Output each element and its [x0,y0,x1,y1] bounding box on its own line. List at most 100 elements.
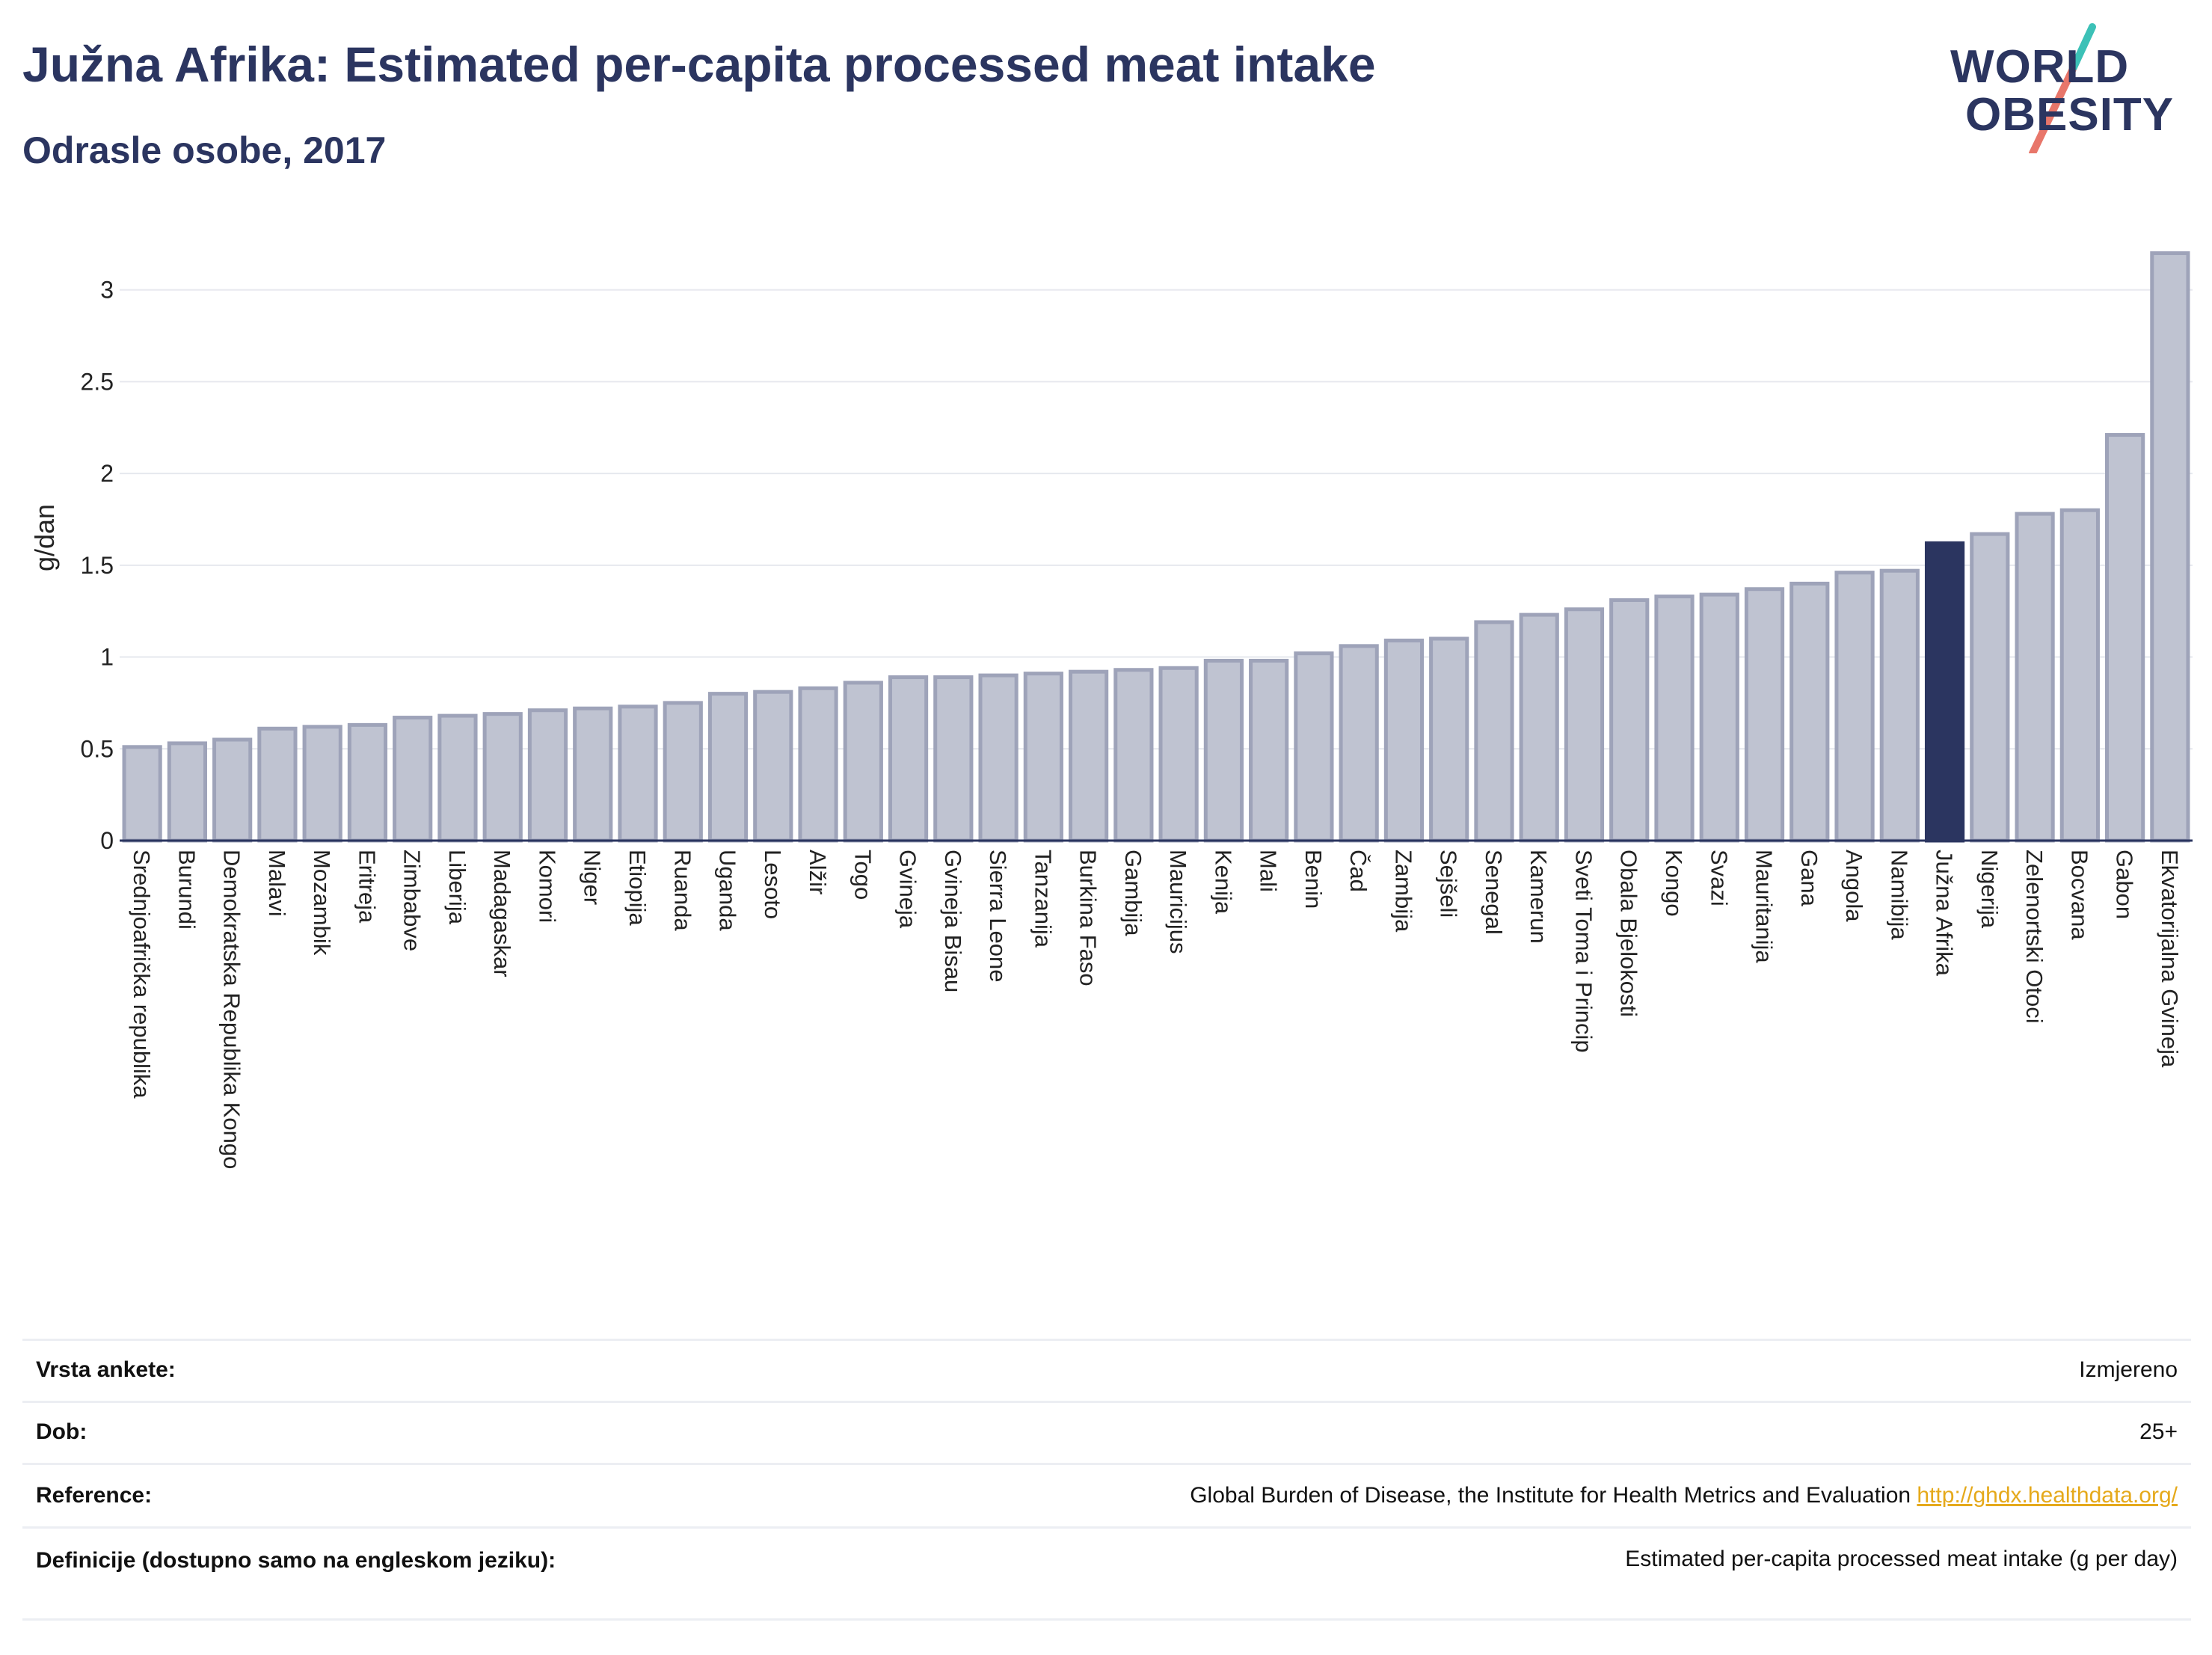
bar [1249,658,1289,843]
x-tick-label: Mali [1256,850,1282,892]
logo-text-obesity: OBESITY [1965,89,2175,141]
bar [707,692,749,843]
bar [1294,651,1334,843]
x-tick-label: Namibija [1886,850,1912,940]
x-tick-label: Togo [850,850,876,900]
bar [978,673,1019,843]
x-tick-label: Bocvana [2066,850,2092,940]
bar [798,686,838,843]
x-tick-label: Etiopija [624,850,651,926]
meta-key: Reference: [36,1483,153,1508]
bar [212,737,253,843]
x-tick-label: Ruanda [669,850,695,931]
x-tick-label: Malavi [264,850,290,917]
meta-value: Estimated per-capita processed meat inta… [1625,1547,2178,1571]
x-tick-label: Sierra Leone [985,850,1011,983]
bar [1789,581,1830,843]
meta-key: Vrsta ankete: [36,1357,176,1382]
bar [1654,595,1695,843]
bar [843,681,883,843]
x-tick-label: Burundi [173,850,200,930]
bar [302,725,342,843]
x-tick-label: Nigerija [1976,850,2003,929]
x-tick-label: Zambija [1390,850,1416,933]
y-tick-label: 2.5 [81,368,114,395]
meta-value: Izmjereno [2079,1357,2178,1382]
bar [347,722,388,843]
logo-text-world: WORLD [1950,41,2130,93]
x-tick-label: Mauricijus [1165,850,1191,954]
bar [393,716,433,843]
x-tick-label: Svazi [1706,850,1732,906]
x-tick-label: Komori [534,850,560,923]
x-tick-label: Južna Afrika [1932,850,1958,977]
bar [437,713,478,843]
bar [1519,612,1559,843]
bar [167,741,207,843]
bar [1924,541,1965,843]
meta-value: 25+ [2139,1419,2178,1444]
x-tick-label: Ekvatorijalna Gvineja [2157,850,2183,1068]
chart-subtitle: Odrasle osobe, 2017 [22,129,387,171]
x-tick-label: Alžir [805,850,831,894]
bar [1113,668,1154,843]
y-tick-label: 2 [100,460,114,487]
bar [753,690,793,843]
bar [482,712,523,843]
x-tick-label: Lesoto [760,850,786,919]
meta-row-survey-type: Vrsta ankete: Izmjereno [22,1339,2191,1401]
bar [257,726,298,843]
bar [2105,433,2145,843]
bar [933,675,974,843]
x-tick-label: Gana [1796,850,1822,907]
bar [1429,636,1469,843]
reference-text: Global Burden of Disease, the Institute … [1190,1483,1917,1508]
x-tick-label: Benin [1300,850,1327,909]
bar [1879,568,1920,843]
bar [1834,571,1875,843]
x-tick-label: Demokratska Republika Kongo [219,850,245,1169]
bar [1383,638,1425,843]
x-tick-label: Zimbabve [399,850,425,951]
reference-link[interactable]: http://ghdx.healthdata.org/ [1917,1483,2178,1508]
x-tick-label: Senegal [1481,850,1507,935]
y-tick-label: 0 [100,827,114,854]
y-axis-title: g/dan [29,504,60,571]
logo-slash-icon [2029,23,2096,153]
y-tick-label: 1.5 [81,552,114,579]
x-tick-label: Kongo [1661,850,1687,917]
x-tick-label: Mauritanija [1751,850,1778,963]
x-tick-label: Kenija [1210,850,1236,915]
bar [122,745,162,843]
bar [1699,592,1739,843]
x-tick-label: Mozambik [309,850,335,956]
x-tick-label: Madagaskar [489,850,515,977]
bar [573,706,613,843]
x-tick-label: Gvineja [895,850,921,929]
x-tick-label: Gabon [2112,850,2138,919]
bar [1609,598,1650,843]
x-tick-label: Obala Bjelokosti [1616,850,1642,1017]
x-tick-label: Čad [1345,850,1371,892]
bar [618,704,658,843]
x-tick-label: Eritreja [354,850,380,924]
bar [2150,251,2190,843]
bar [1203,658,1244,843]
bar [1339,644,1379,843]
world-obesity-logo[interactable]: WORLD OBESITY [1950,22,2197,153]
x-tick-label: Liberija [444,850,470,925]
meta-key: Definicije (dostupno samo na engleskom j… [36,1548,556,1573]
x-tick-label: Zelenortski Otoci [2021,850,2047,1024]
x-tick-label: Burkina Faso [1075,850,1102,986]
metadata-table: Vrsta ankete: Izmjereno Dob: 25+ Referen… [22,1339,2191,1621]
meta-key: Dob: [36,1419,87,1444]
y-tick-label: 3 [100,277,114,304]
bar [2059,508,2100,843]
x-tick-label: Gambija [1120,850,1146,936]
y-tick-label: 0.5 [81,735,114,762]
bar [1564,607,1605,843]
x-tick-label: Angola [1841,850,1867,922]
bar [1970,532,2010,843]
x-tick-label: Srednjoafrička republika [129,850,155,1099]
meta-value: Global Burden of Disease, the Institute … [1190,1483,2178,1508]
